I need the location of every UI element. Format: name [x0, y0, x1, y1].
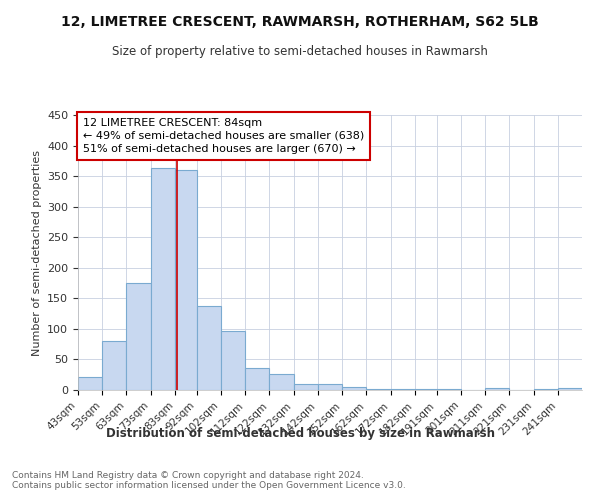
Y-axis label: Number of semi-detached properties: Number of semi-detached properties — [32, 150, 41, 356]
Bar — [102, 341, 127, 390]
Text: 12, LIMETREE CRESCENT, RAWMARSH, ROTHERHAM, S62 5LB: 12, LIMETREE CRESCENT, RAWMARSH, ROTHERH… — [61, 15, 539, 29]
Bar — [342, 387, 367, 390]
Text: Distribution of semi-detached houses by size in Rawmarsh: Distribution of semi-detached houses by … — [106, 428, 494, 440]
Bar — [221, 332, 245, 390]
Bar — [485, 388, 509, 390]
Bar — [175, 170, 197, 390]
Bar — [367, 389, 391, 390]
Bar — [558, 388, 582, 390]
Bar — [269, 374, 293, 390]
Text: 12 LIMETREE CRESCENT: 84sqm
← 49% of semi-detached houses are smaller (638)
51% : 12 LIMETREE CRESCENT: 84sqm ← 49% of sem… — [83, 118, 364, 154]
Bar — [151, 168, 175, 390]
Bar — [78, 376, 102, 390]
Text: Contains HM Land Registry data © Crown copyright and database right 2024.
Contai: Contains HM Land Registry data © Crown c… — [12, 470, 406, 490]
Text: Size of property relative to semi-detached houses in Rawmarsh: Size of property relative to semi-detach… — [112, 45, 488, 58]
Bar — [127, 283, 151, 390]
Bar — [293, 384, 318, 390]
Bar — [318, 384, 342, 390]
Bar — [391, 389, 415, 390]
Bar — [197, 306, 221, 390]
Bar — [245, 368, 269, 390]
